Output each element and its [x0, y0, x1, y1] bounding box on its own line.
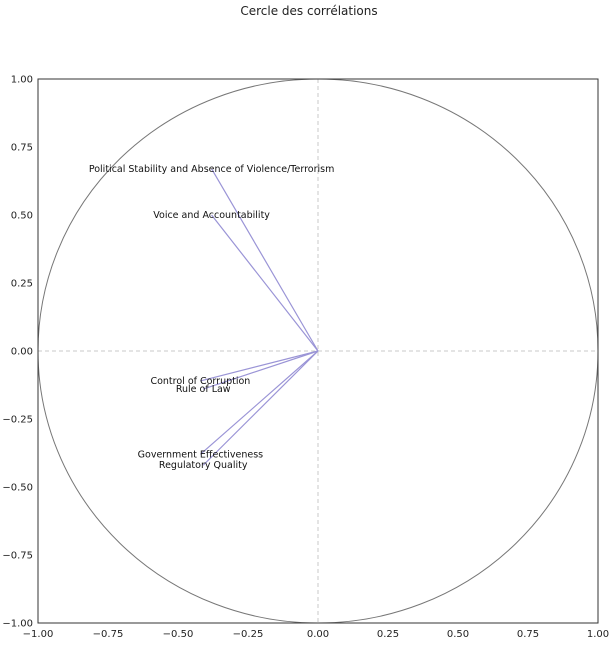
variable-vector-5 — [202, 350, 319, 466]
variable-label-5: Regulatory Quality — [159, 460, 248, 471]
y-tick-label-7: −0.75 — [2, 551, 33, 562]
variable-vector-3 — [203, 350, 319, 390]
x-tick-label-3: −0.25 — [233, 629, 264, 640]
y-tick-label-6: −0.50 — [2, 483, 33, 494]
axes-frame — [37, 78, 599, 624]
y-tick-label-5: −0.25 — [2, 415, 33, 426]
x-tick-label-1: −0.75 — [93, 629, 124, 640]
x-tick-label-6: 0.50 — [447, 629, 469, 640]
y-tick-label-8: −1.00 — [2, 619, 33, 630]
x-tick-label-7: 0.75 — [517, 629, 539, 640]
y-tick-label-0: 1.00 — [11, 75, 33, 86]
variable-label-2: Control of Corruption — [150, 376, 250, 387]
x-tick-label-0: −1.00 — [23, 629, 54, 640]
x-tick-label-4: 0.00 — [307, 629, 329, 640]
y-tick-label-4: 0.00 — [11, 347, 33, 358]
chart-title: Cercle des corrélations — [240, 4, 377, 18]
plot-area: Political Stability and Absence of Viole… — [2, 75, 609, 641]
variable-label-1: Voice and Accountability — [153, 210, 270, 221]
variable-vector-2 — [200, 350, 319, 382]
x-tick-label-8: 1.00 — [587, 629, 609, 640]
x-tick-label-5: 0.25 — [377, 629, 399, 640]
variable-vector-1 — [211, 214, 319, 352]
variable-label-3: Rule of Law — [176, 384, 231, 395]
y-tick-label-2: 0.50 — [11, 211, 33, 222]
y-tick-label-3: 0.25 — [11, 279, 33, 290]
variable-vector-4 — [200, 350, 319, 455]
variable-label-0: Political Stability and Absence of Viole… — [89, 164, 335, 175]
y-tick-label-1: 0.75 — [11, 143, 33, 154]
x-tick-label-2: −0.50 — [163, 629, 194, 640]
variable-label-4: Government Effectiveness — [138, 449, 264, 460]
variable-vector-0 — [211, 168, 319, 352]
